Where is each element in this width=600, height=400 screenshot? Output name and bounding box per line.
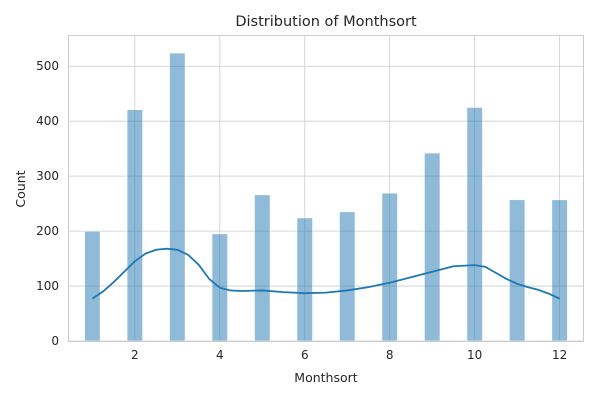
x-tick-label: 8 xyxy=(386,348,394,362)
plot-frame xyxy=(68,35,584,342)
y-tick-label: 300 xyxy=(36,169,59,183)
histogram-bar xyxy=(169,52,186,342)
histogram-bar xyxy=(509,199,526,342)
histogram-bar xyxy=(424,152,441,342)
histogram-bar xyxy=(84,230,101,342)
x-tick-label: 2 xyxy=(131,348,139,362)
y-tick-label: 500 xyxy=(36,59,59,73)
y-tick-label: 100 xyxy=(36,279,59,293)
histogram-bar xyxy=(466,107,483,342)
grid xyxy=(69,36,583,342)
y-axis-label: Count xyxy=(13,170,28,207)
chart-title: Distribution of Monthsort xyxy=(235,14,417,30)
histogram-bar xyxy=(381,192,398,342)
histogram-bar xyxy=(296,217,313,342)
x-tick-label: 12 xyxy=(552,348,567,362)
x-axis-label: Monthsort xyxy=(294,370,357,385)
kde-curve-group xyxy=(91,247,561,300)
x-tick-label: 4 xyxy=(216,348,224,362)
histogram-bar xyxy=(126,109,143,342)
y-tick-labels: 0 100 200 300 400 500 xyxy=(36,59,59,348)
histogram-bar xyxy=(254,194,271,342)
y-tick-label: 400 xyxy=(36,114,59,128)
y-tick-label: 200 xyxy=(36,224,59,238)
kde-curve xyxy=(91,247,561,300)
histogram-bar xyxy=(551,199,568,342)
x-tick-label: 6 xyxy=(301,348,309,362)
y-tick-label: 0 xyxy=(51,334,59,348)
histogram-bar xyxy=(339,211,356,342)
x-tick-labels: 2 4 6 8 10 12 xyxy=(131,348,567,362)
x-tick-label: 10 xyxy=(467,348,482,362)
histogram-bars xyxy=(84,52,568,342)
